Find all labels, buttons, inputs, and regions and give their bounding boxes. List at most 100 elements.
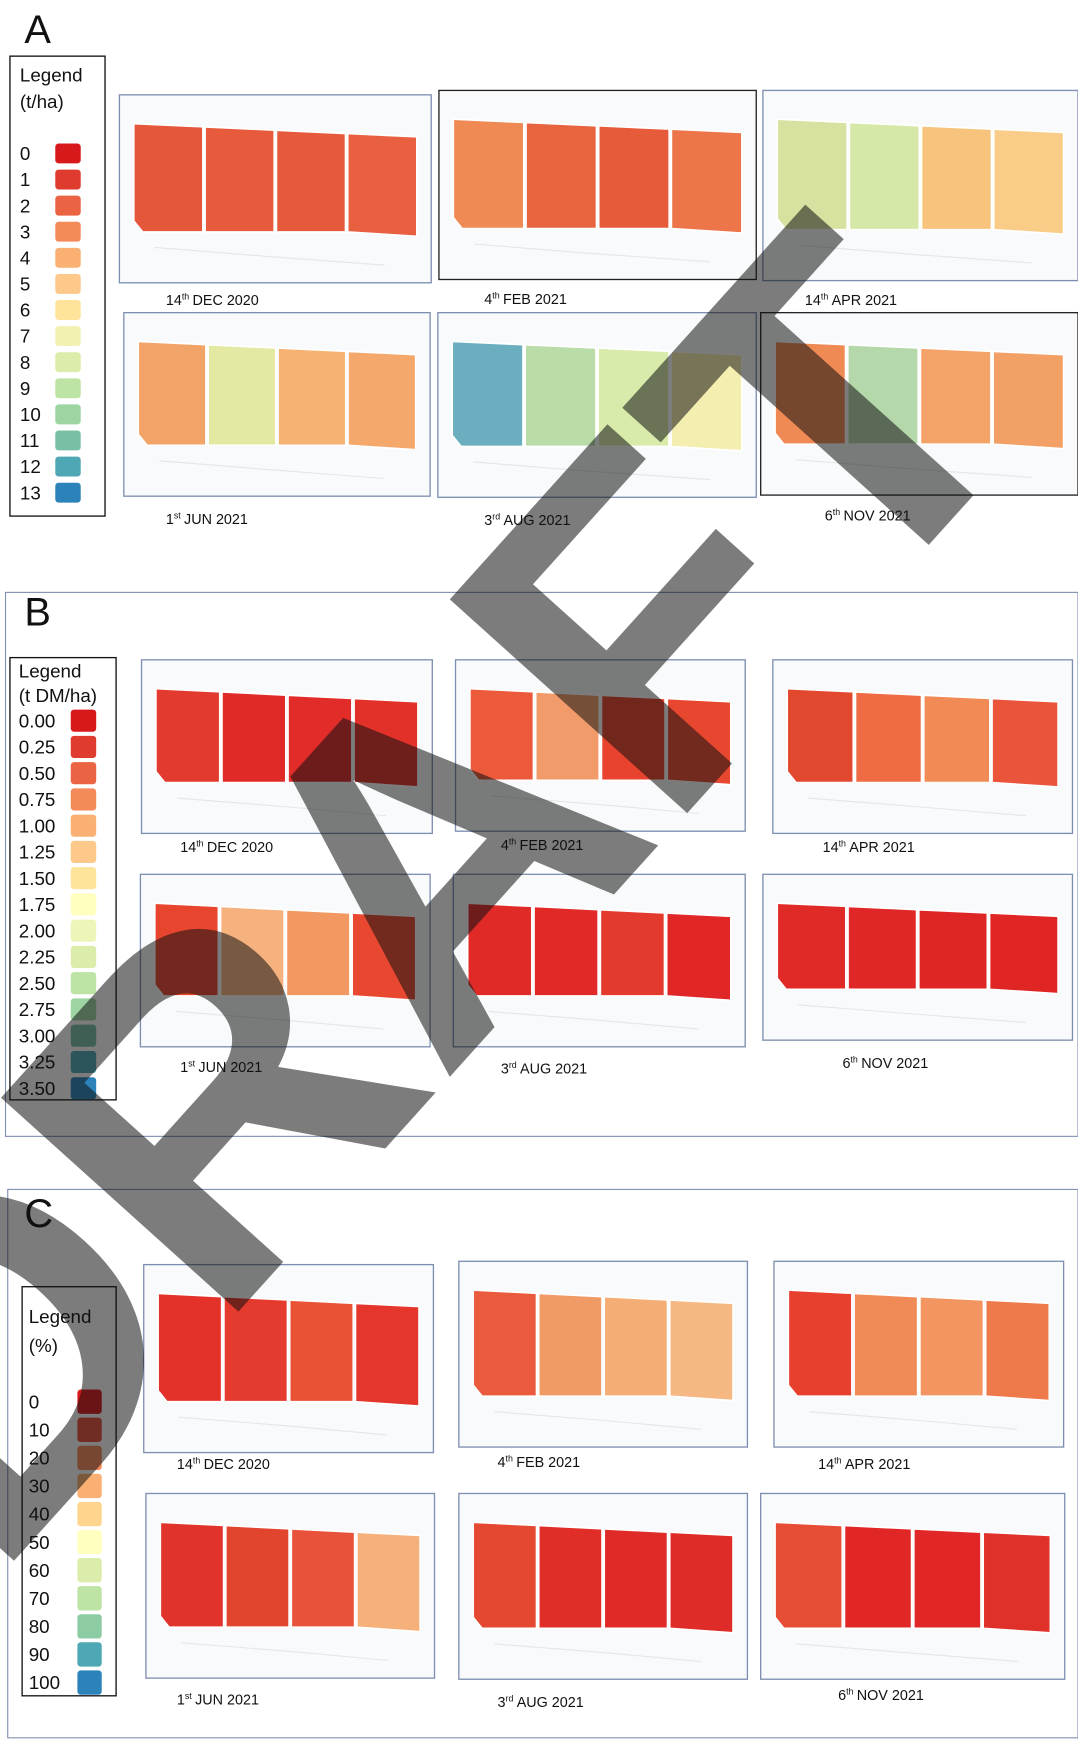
legend-label: 7: [20, 326, 30, 347]
map-field: [920, 1297, 984, 1396]
date-rest: FEB 2021: [503, 292, 567, 308]
date-day: 6: [842, 1056, 850, 1072]
map-date: 3rdAUG 2021: [498, 1693, 584, 1711]
map-field: [205, 127, 274, 232]
legend-label: 1.25: [19, 842, 56, 863]
date-day: 14: [823, 840, 839, 856]
legend-swatch: [71, 710, 96, 732]
date-suffix: th: [839, 839, 846, 849]
date-day: 6: [838, 1688, 846, 1704]
legend-label: 0.50: [19, 763, 56, 784]
legend-label: 0: [20, 143, 30, 164]
legend-label: 1.00: [19, 815, 56, 836]
map-field: [924, 695, 990, 782]
date-day: 1: [166, 512, 174, 528]
map-field: [276, 130, 345, 232]
map-field: [844, 1526, 911, 1629]
panel-letter: A: [24, 8, 51, 52]
legend-swatch: [55, 431, 80, 451]
legend-swatch: [55, 143, 80, 163]
map-field: [539, 1293, 602, 1396]
map-field: [291, 1529, 354, 1627]
date-day: 1: [177, 1693, 185, 1709]
legend-swatch: [55, 404, 80, 424]
date-day: 14: [818, 1457, 834, 1473]
map-field: [983, 1532, 1050, 1633]
map: 6thNOV 2021: [763, 874, 1073, 1071]
legend-label: 4: [20, 247, 30, 268]
date-suffix: th: [506, 1453, 513, 1463]
map-field: [604, 1297, 667, 1396]
map-field: [526, 123, 596, 229]
map-field: [134, 124, 203, 232]
legend-swatch: [55, 222, 80, 242]
map-field: [453, 119, 523, 228]
map: 1stJUN 2021: [146, 1493, 435, 1708]
map-field: [986, 1300, 1050, 1401]
legend-label: 0.00: [19, 710, 56, 731]
date-rest: APR 2021: [845, 1457, 910, 1473]
legend-title: (t DM/ha): [19, 685, 97, 706]
legend-swatch: [77, 1670, 101, 1694]
map-field: [788, 1290, 852, 1396]
map-field: [138, 341, 206, 445]
date-rest: DEC 2020: [193, 293, 259, 309]
legend-label: 12: [20, 456, 41, 477]
map-date: 1stJUN 2021: [177, 1691, 259, 1709]
panel-letter: B: [24, 591, 51, 635]
legend-title: Legend: [20, 65, 83, 86]
legend-swatch: [55, 196, 80, 216]
map-field: [357, 1532, 420, 1631]
legend-label: 9: [20, 378, 30, 399]
map-field: [278, 348, 346, 445]
date-rest: NOV 2021: [861, 1056, 928, 1072]
legend-swatch: [77, 1642, 101, 1666]
legend-label: 2: [20, 195, 30, 216]
legend-label: 5: [20, 274, 30, 295]
legend-label: 11: [20, 430, 39, 451]
legend-swatch: [55, 248, 80, 268]
map-field: [348, 134, 417, 237]
date-day: 3: [498, 1695, 506, 1711]
map-field: [670, 1532, 733, 1633]
map-field: [226, 1526, 289, 1628]
date-day: 4: [484, 292, 492, 308]
map-field: [473, 1290, 536, 1396]
legend-swatch: [55, 170, 80, 190]
map-field: [539, 1526, 602, 1629]
map: 4thFEB 2021: [459, 1261, 748, 1471]
date-rest: FEB 2021: [516, 1455, 580, 1471]
legend-label: 6: [20, 300, 30, 321]
map-field: [473, 1522, 536, 1628]
legend-swatch: [71, 815, 96, 837]
map-field: [348, 351, 416, 449]
map-field: [160, 1522, 223, 1627]
legend-swatch: [71, 762, 96, 784]
legend-label: 8: [20, 352, 30, 373]
legend-swatch: [55, 352, 80, 372]
map-field: [208, 345, 276, 446]
map-field: [919, 910, 988, 990]
legend-swatch: [71, 788, 96, 810]
legend-label: 90: [29, 1644, 50, 1665]
map-date: 6thNOV 2021: [842, 1054, 928, 1072]
map-field: [854, 1293, 918, 1396]
date-day: 14: [166, 293, 182, 309]
date-rest: JUN 2021: [195, 1693, 259, 1709]
legend-label: 3: [20, 221, 30, 242]
date-day: 4: [498, 1455, 506, 1471]
map-field: [848, 906, 917, 989]
date-suffix: rd: [506, 1693, 514, 1703]
date-rest: JUN 2021: [184, 512, 248, 528]
date-suffix: th: [846, 1687, 853, 1697]
map-field: [599, 126, 669, 229]
legend-swatch: [55, 326, 80, 346]
map-field: [777, 903, 846, 989]
legend-swatch: [71, 736, 96, 758]
date-rest: APR 2021: [849, 840, 914, 856]
